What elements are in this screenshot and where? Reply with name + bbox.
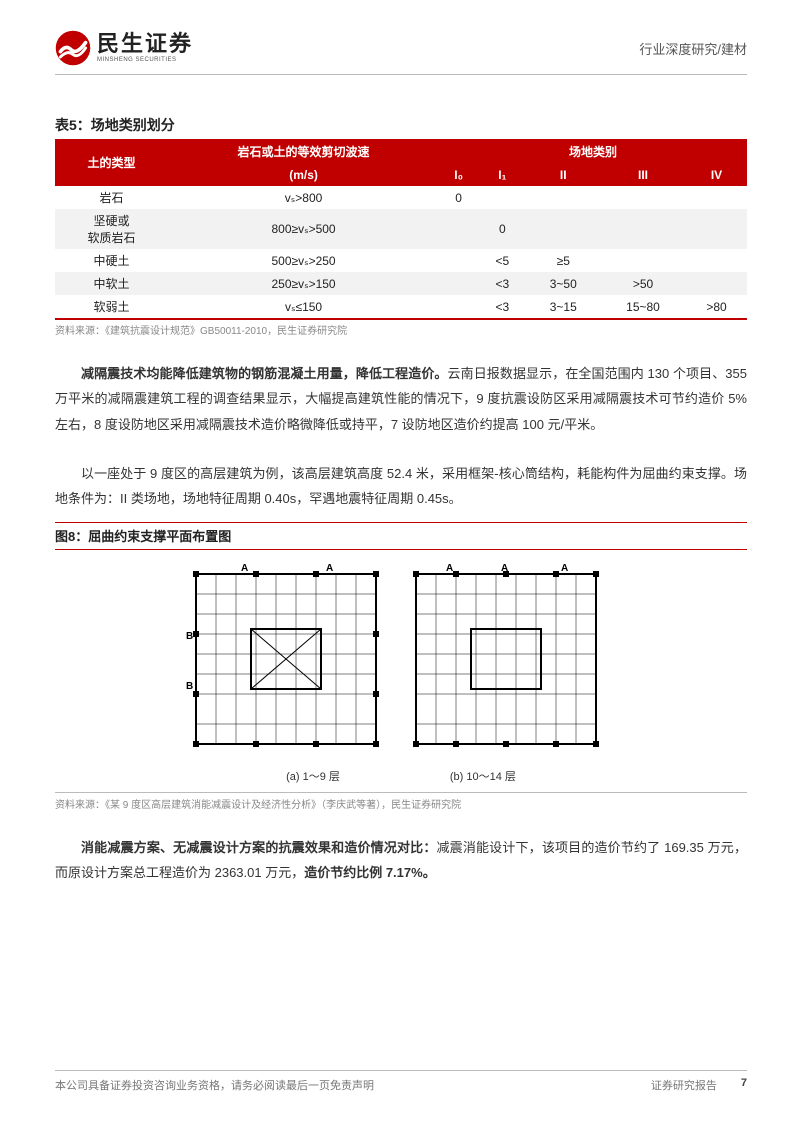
table-cell [686,272,747,295]
logo-en: MINSHENG SECURITIES [97,57,193,63]
paragraph-2: 以一座处于 9 度区的高层建筑为例，该高层建筑高度 52.4 米，采用框架-核心… [55,461,747,512]
page-number: 7 [741,1077,747,1093]
table-cell: 中软土 [55,272,168,295]
th-wave-unit: (m/s) [168,164,439,186]
th-I1: I₁ [478,164,526,186]
figure8-captions: (a) 1～9 层 (b) 10～14 层 [55,768,747,784]
table-cell: 0 [439,186,478,209]
table-cell: vₛ≤150 [168,295,439,319]
table-cell [439,295,478,319]
th-I0: I₀ [439,164,478,186]
th-III: III [600,164,686,186]
table-row: 岩石vₛ>8000 [55,186,747,209]
figure8-title-bar: 图8：屈曲约束支撑平面布置图 [55,522,747,550]
table-cell: ≥5 [527,249,600,272]
table-cell [439,272,478,295]
table-cell: 中硬土 [55,249,168,272]
table-cell [527,186,600,209]
th-wave-speed: 岩石或土的等效剪切波速 [168,139,439,164]
page-header: 民生证券 MINSHENG SECURITIES 行业深度研究/建材 [55,30,747,75]
table-cell: 坚硬或 软质岩石 [55,209,168,249]
logo-text: 民生证券 MINSHENG SECURITIES [97,33,193,63]
svg-text:A: A [501,564,508,574]
para1-bold: 减隔震技术均能降低建筑物的钢筋混凝土用量，降低工程造价。 [81,366,448,381]
table-cell [439,209,478,249]
table-cell: 250≥vₛ>150 [168,272,439,295]
table5-body: 岩石vₛ>8000坚硬或 软质岩石800≥vₛ>5000中硬土500≥vₛ>25… [55,186,747,319]
svg-text:A: A [446,564,453,574]
table-cell: 800≥vₛ>500 [168,209,439,249]
table5-title: 表5：场地类别划分 [55,115,747,135]
table-cell: 软弱土 [55,295,168,319]
table-cell [527,209,600,249]
figure8-diagram: A A B B [55,564,747,764]
table-cell: 岩石 [55,186,168,209]
para3-bold2: 造价节约比例 7.17%。 [304,865,435,880]
svg-text:B: B [186,681,193,692]
logo-cn: 民生证券 [97,33,193,55]
table-cell: 3~50 [527,272,600,295]
svg-text:B: B [186,631,193,642]
svg-text:A: A [326,564,333,574]
table-cell: >80 [686,295,747,319]
figure8-title: 图8：屈曲约束支撑平面布置图 [55,529,231,544]
logo-block: 民生证券 MINSHENG SECURITIES [55,30,193,66]
figure8-caption-b: (b) 10～14 层 [450,768,516,784]
table5-source: 资料来源：《建筑抗震设计规范》GB50011-2010，民生证券研究院 [55,322,747,337]
para3-bold1: 消能减震方案、无减震设计方案的抗震效果和造价情况对比： [81,840,437,855]
table-cell: vₛ>800 [168,186,439,209]
table-cell: >50 [600,272,686,295]
svg-text:A: A [241,564,248,574]
table-cell [600,186,686,209]
table-cell [478,186,526,209]
table-row: 中软土250≥vₛ>150 <33~50>50 [55,272,747,295]
th-site-class: 场地类别 [439,139,747,164]
table-cell: 15~80 [600,295,686,319]
paragraph-3: 消能减震方案、无减震设计方案的抗震效果和造价情况对比：减震消能设计下，该项目的造… [55,835,747,886]
table-cell [600,249,686,272]
table-cell [439,249,478,272]
th-IV: IV [686,164,747,186]
table-row: 坚硬或 软质岩石800≥vₛ>500 0 [55,209,747,249]
footer-left: 本公司具备证券投资咨询业务资格，请务必阅读最后一页免责声明 [55,1077,374,1093]
table-cell [686,249,747,272]
table-cell: 500≥vₛ>250 [168,249,439,272]
table5: 土的类型 岩石或土的等效剪切波速 场地类别 (m/s) I₀ I₁ II III… [55,139,747,320]
table-cell [600,209,686,249]
page: 民生证券 MINSHENG SECURITIES 行业深度研究/建材 表5：场地… [0,0,802,1133]
paragraph-1: 减隔震技术均能降低建筑物的钢筋混凝土用量，降低工程造价。云南日报数据显示，在全国… [55,361,747,437]
table-cell: <3 [478,295,526,319]
table-cell: 3~15 [527,295,600,319]
footer-report-label: 证券研究报告 [651,1077,717,1093]
table-cell [686,186,747,209]
figure8-source: 资料来源：《某 9 度区高层建筑消能减震设计及经济性分析》（李庆武等著），民生证… [55,792,747,811]
table5-head: 土的类型 岩石或土的等效剪切波速 场地类别 (m/s) I₀ I₁ II III… [55,139,747,186]
table-cell: <3 [478,272,526,295]
th-II: II [527,164,600,186]
th-soil-type: 土的类型 [55,139,168,186]
table-cell: <5 [478,249,526,272]
table-cell: 0 [478,209,526,249]
svg-text:A: A [561,564,568,574]
page-footer: 本公司具备证券投资咨询业务资格，请务必阅读最后一页免责声明 证券研究报告 7 [55,1070,747,1093]
content: 表5：场地类别划分 土的类型 岩石或土的等效剪切波速 场地类别 (m/s) I₀… [55,115,747,1070]
table-row: 软弱土vₛ≤150 <33~1515~80>80 [55,295,747,319]
figure8-caption-a: (a) 1～9 层 [286,768,340,784]
footer-right: 证券研究报告 7 [651,1077,747,1093]
table-cell [686,209,747,249]
header-category: 行业深度研究/建材 [639,39,747,58]
table-row: 中硬土500≥vₛ>250 <5≥5 [55,249,747,272]
logo-icon [55,30,91,66]
